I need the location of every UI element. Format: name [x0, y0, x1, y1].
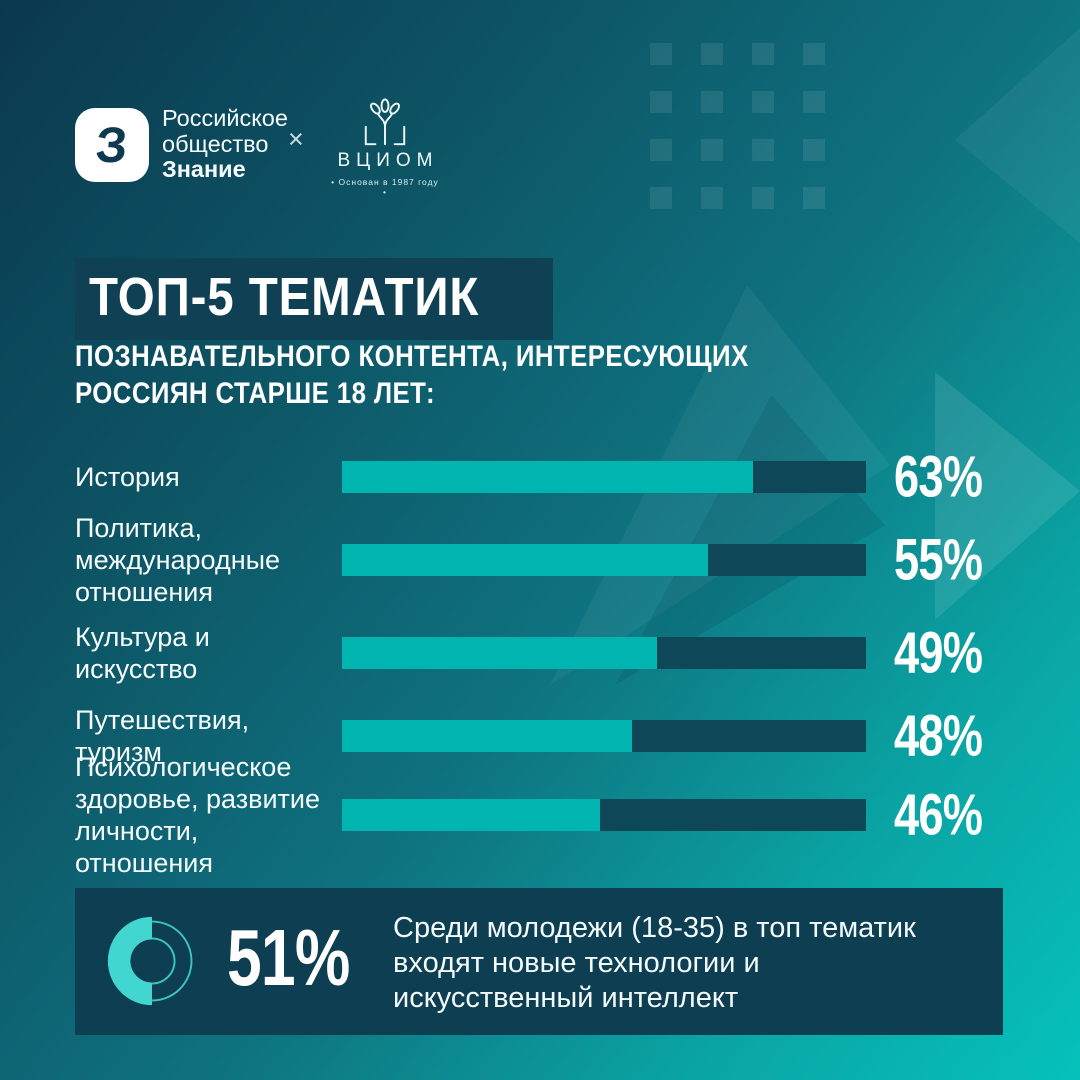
bar-track — [342, 799, 866, 831]
value-label: 48% — [894, 703, 983, 769]
page-subtitle: ПОЗНАВАТЕЛЬНОГО КОНТЕНТА, ИНТЕРЕСУЮЩИХ Р… — [75, 340, 749, 410]
dot-square — [650, 91, 672, 113]
vciom-tree-icon — [364, 98, 406, 146]
donut-chart-icon — [107, 916, 193, 1006]
bar-fill — [342, 637, 657, 669]
bar-track — [342, 461, 866, 493]
bar-fill — [342, 799, 600, 831]
callout-card: 51% Среди молодежи (18-35) в топ тематик… — [75, 888, 1003, 1035]
bar-fill — [342, 544, 708, 576]
callout-text: Среди молодежи (18-35) в топ тематик вхо… — [393, 912, 916, 1014]
vciom-wordmark: ВЦИОМ — [337, 150, 439, 171]
dot-square — [701, 139, 723, 161]
chart-row: Путешествия, туризм 48% — [0, 704, 1080, 769]
bar-track — [342, 544, 866, 576]
znanie-logo: З — [75, 108, 149, 182]
bar-fill — [342, 461, 754, 493]
value-label: 49% — [894, 620, 983, 686]
dot-square — [650, 187, 672, 209]
category-label: Культура и искусство — [75, 622, 210, 684]
dot-square — [752, 139, 774, 161]
callout-percent: 51% — [227, 913, 350, 1002]
chart-row: Культура и искусство 49% — [0, 621, 1080, 686]
value-label: 63% — [894, 444, 983, 510]
dots-grid — [650, 43, 825, 209]
chart-row: История 63% — [0, 445, 1080, 510]
bar-track — [342, 720, 866, 752]
bar-track — [342, 637, 866, 669]
category-label: Политика, международные отношения — [75, 513, 281, 607]
category-label: Психологическое здоровье, развитие лично… — [75, 752, 321, 878]
vciom-logo: ВЦИОМ • Основан в 1987 году • — [330, 98, 440, 197]
category-label: Путешествия, туризм — [75, 705, 250, 767]
dot-square — [803, 91, 825, 113]
title-box: ТОП-5 ТЕМАТИК — [75, 258, 553, 340]
dot-square — [650, 43, 672, 65]
chart-row: Политика, международные отношения 55% — [0, 513, 1080, 607]
znanie-name: Российское общество — [162, 105, 288, 157]
dot-square — [803, 187, 825, 209]
logo-separator: × — [288, 124, 304, 154]
dot-square — [752, 91, 774, 113]
znanie-name-bold: Знание — [162, 156, 246, 182]
bar-fill — [342, 720, 632, 752]
value-label: 55% — [894, 527, 983, 593]
dot-square — [803, 139, 825, 161]
dot-square — [701, 91, 723, 113]
dot-square — [752, 187, 774, 209]
chart-row: Психологическое здоровье, развитие лично… — [0, 752, 1080, 878]
dot-square — [752, 43, 774, 65]
vciom-tagline: • Основан в 1987 году • — [331, 177, 439, 197]
dot-square — [701, 187, 723, 209]
page-title: ТОП-5 ТЕМАТИК — [89, 267, 480, 327]
znanie-logo-text: Российское общество Знание — [162, 105, 288, 183]
dot-square — [701, 43, 723, 65]
category-label: История — [75, 462, 180, 492]
dot-square — [650, 139, 672, 161]
dot-square — [803, 43, 825, 65]
value-label: 46% — [894, 782, 983, 848]
